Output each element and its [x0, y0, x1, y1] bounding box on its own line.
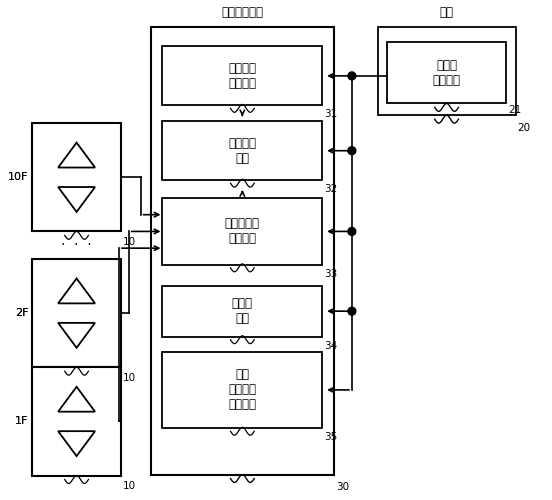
Text: 1F: 1F	[15, 416, 28, 426]
FancyBboxPatch shape	[32, 123, 121, 232]
Circle shape	[348, 228, 356, 235]
FancyBboxPatch shape	[162, 286, 322, 337]
FancyBboxPatch shape	[388, 42, 506, 104]
Text: 1F: 1F	[15, 416, 28, 426]
Text: 10: 10	[123, 238, 136, 248]
Text: 20: 20	[518, 123, 531, 133]
Text: ·  ·  ·: · · ·	[61, 238, 92, 252]
Text: 10: 10	[123, 482, 136, 492]
Text: 35: 35	[324, 432, 337, 442]
Text: 待机楼层
确定单元: 待机楼层 确定单元	[229, 62, 256, 90]
Text: 空调
动作强制
停止单元: 空调 动作强制 停止单元	[229, 368, 256, 412]
Text: 门开闭
单元: 门开闭 单元	[232, 297, 253, 325]
Circle shape	[348, 147, 356, 154]
Text: 滞留物
检测单元: 滞留物 检测单元	[433, 59, 460, 87]
FancyBboxPatch shape	[32, 259, 121, 368]
Text: 10F: 10F	[8, 172, 28, 182]
Text: 30: 30	[336, 482, 349, 492]
Text: 层站呼梯不
响应单元: 层站呼梯不 响应单元	[225, 218, 260, 246]
Circle shape	[348, 307, 356, 315]
Text: 31: 31	[324, 110, 337, 120]
FancyBboxPatch shape	[162, 46, 322, 106]
Text: 10F: 10F	[8, 172, 28, 182]
Text: 2F: 2F	[15, 308, 28, 318]
FancyBboxPatch shape	[378, 26, 516, 116]
FancyBboxPatch shape	[162, 198, 322, 265]
Text: 轿厢: 轿厢	[439, 6, 454, 19]
Text: 轿厢运转
单元: 轿厢运转 单元	[229, 136, 256, 164]
Text: 电梯控制装置: 电梯控制装置	[221, 6, 263, 19]
FancyBboxPatch shape	[162, 352, 322, 428]
FancyBboxPatch shape	[162, 121, 322, 180]
FancyBboxPatch shape	[32, 368, 121, 476]
Text: 32: 32	[324, 184, 337, 194]
Text: 34: 34	[324, 340, 337, 350]
FancyBboxPatch shape	[151, 26, 334, 474]
Text: 2F: 2F	[15, 308, 28, 318]
Text: 10: 10	[123, 373, 136, 383]
Circle shape	[348, 72, 356, 80]
Text: 33: 33	[324, 269, 337, 279]
Text: 21: 21	[508, 106, 521, 116]
